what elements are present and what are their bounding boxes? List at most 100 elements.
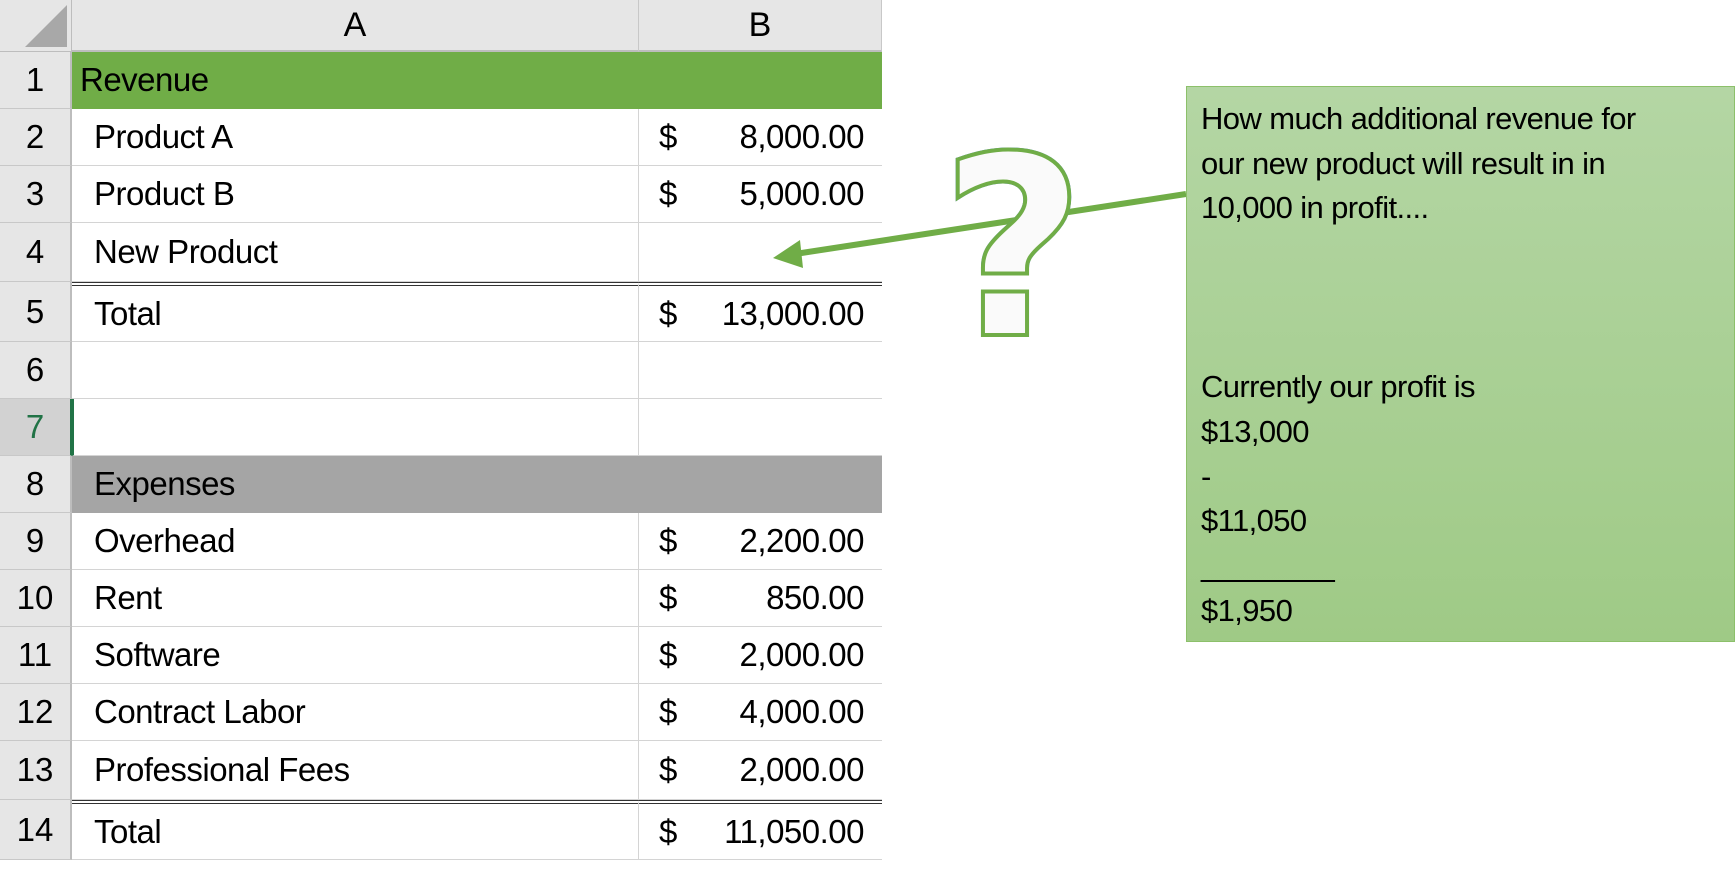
table-row: 8 Expenses	[0, 456, 882, 513]
cell-b[interactable]: $11,050.00	[639, 800, 882, 860]
select-all-triangle-icon	[25, 5, 67, 47]
note-line	[1201, 320, 1720, 365]
cell-b[interactable]: $8,000.00	[639, 109, 882, 166]
note-line: How much additional revenue for	[1201, 101, 1636, 136]
row-header[interactable]: 8	[0, 456, 72, 513]
currency-symbol: $	[659, 522, 677, 559]
cell-b[interactable]	[639, 223, 882, 282]
cell-b[interactable]	[639, 52, 882, 109]
cell-a-text: Total	[94, 812, 162, 850]
currency-symbol: $	[659, 579, 677, 616]
currency-symbol: $	[659, 175, 677, 212]
cell-b[interactable]	[639, 399, 882, 456]
row-header[interactable]: 10	[0, 570, 72, 627]
column-header-b[interactable]: B	[639, 0, 882, 52]
cell-b[interactable]: $5,000.00	[639, 166, 882, 223]
cell-b[interactable]	[639, 342, 882, 399]
cell-a-text: Total	[94, 294, 162, 332]
row-header[interactable]: 6	[0, 342, 72, 399]
note-line: $11,050	[1201, 503, 1307, 539]
cell-b-value: 4,000.00	[739, 693, 865, 730]
table-row: 9 Overhead $2,200.00	[0, 513, 882, 570]
note-line: our new product will result in in	[1201, 145, 1606, 181]
cell-b[interactable]: $2,000.00	[639, 741, 882, 800]
note-line: $1,950	[1201, 592, 1293, 628]
arrow-line	[794, 191, 1187, 257]
cell-a[interactable]: Software	[72, 627, 639, 684]
cell-a[interactable]: Expenses	[72, 456, 639, 513]
cell-a-text: Software	[94, 636, 221, 673]
row-header[interactable]: 12	[0, 684, 72, 741]
cell-b[interactable]	[639, 456, 882, 513]
table-row: 11 Software $2,000.00	[0, 627, 882, 684]
row-header[interactable]: 14	[0, 800, 72, 860]
cell-b-value: 13,000.00	[721, 294, 865, 332]
cell-a[interactable]: Revenue	[72, 52, 639, 109]
row-header[interactable]: 3	[0, 166, 72, 223]
note-line: ________	[1201, 547, 1335, 583]
row-header[interactable]: 13	[0, 741, 72, 800]
cell-a[interactable]: Rent	[72, 570, 639, 627]
table-row: 5 Total $13,000.00	[0, 282, 882, 342]
cell-b-value: 8,000.00	[739, 118, 865, 155]
cell-a[interactable]: New Product	[72, 223, 639, 282]
cell-a[interactable]: Total	[72, 282, 639, 342]
currency-symbol: $	[659, 294, 677, 332]
row-header[interactable]: 9	[0, 513, 72, 570]
cell-a-text: Overhead	[94, 522, 235, 559]
row-header[interactable]: 11	[0, 627, 72, 684]
cell-a-text: Professional Fees	[94, 751, 350, 788]
cell-a[interactable]: Product A	[72, 109, 639, 166]
column-header-a[interactable]: A	[72, 0, 639, 52]
table-row: 14 Total $11,050.00	[0, 800, 882, 860]
currency-symbol: $	[659, 812, 677, 850]
cell-a-text: Revenue	[80, 61, 209, 98]
cell-a-text: Contract Labor	[94, 693, 306, 730]
row-header[interactable]: 7	[0, 399, 72, 456]
table-row: 1 Revenue	[0, 52, 882, 109]
cell-a-text: Product B	[94, 175, 235, 212]
note-line	[1201, 231, 1720, 276]
cell-b[interactable]: $4,000.00	[639, 684, 882, 741]
question-mark-icon: ?	[940, 103, 1085, 394]
table-row: 3 Product B $5,000.00	[0, 166, 882, 223]
row-header[interactable]: 2	[0, 109, 72, 166]
table-row: 2 Product A $8,000.00	[0, 109, 882, 166]
cell-b[interactable]: $13,000.00	[639, 282, 882, 342]
cell-a[interactable]	[72, 342, 639, 399]
note-line	[1201, 276, 1720, 321]
currency-symbol: $	[659, 118, 677, 155]
table-row: 13 Professional Fees $2,000.00	[0, 741, 882, 800]
currency-symbol: $	[659, 693, 677, 730]
select-all-button[interactable]	[0, 0, 72, 52]
cell-a[interactable]: Contract Labor	[72, 684, 639, 741]
spreadsheet: A B 1 Revenue 2 Product A $8,000.00 3 Pro…	[0, 0, 882, 860]
row-header[interactable]: 5	[0, 282, 72, 342]
cell-b-value: 11,050.00	[724, 812, 864, 850]
cell-a[interactable]: Professional Fees	[72, 741, 639, 800]
note-line: Currently our profit is	[1201, 369, 1476, 405]
cell-a[interactable]: Overhead	[72, 513, 639, 570]
cell-b-value: 5,000.00	[739, 175, 865, 212]
cell-a-text: Product A	[94, 118, 233, 155]
currency-symbol: $	[659, 636, 677, 673]
cell-a-text: Expenses	[94, 465, 235, 502]
note-box: How much additional revenue for our new p…	[1186, 86, 1735, 642]
arrow-head-icon	[773, 240, 803, 268]
table-row: 7	[0, 399, 882, 456]
cell-b-value: 2,000.00	[739, 751, 865, 788]
cell-a[interactable]: Product B	[72, 166, 639, 223]
table-row: 10 Rent $850.00	[0, 570, 882, 627]
cell-b[interactable]: $850.00	[639, 570, 882, 627]
table-row: 4 New Product	[0, 223, 882, 282]
cell-a[interactable]	[72, 399, 639, 456]
cell-b[interactable]: $2,200.00	[639, 513, 882, 570]
cell-a[interactable]: Total	[72, 800, 639, 860]
row-header[interactable]: 1	[0, 52, 72, 109]
cell-b[interactable]: $2,000.00	[639, 627, 882, 684]
note-line: 10,000 in profit....	[1201, 190, 1429, 226]
row-header[interactable]: 4	[0, 223, 72, 282]
note-line: -	[1201, 458, 1211, 494]
note-line: $13,000	[1201, 413, 1309, 449]
